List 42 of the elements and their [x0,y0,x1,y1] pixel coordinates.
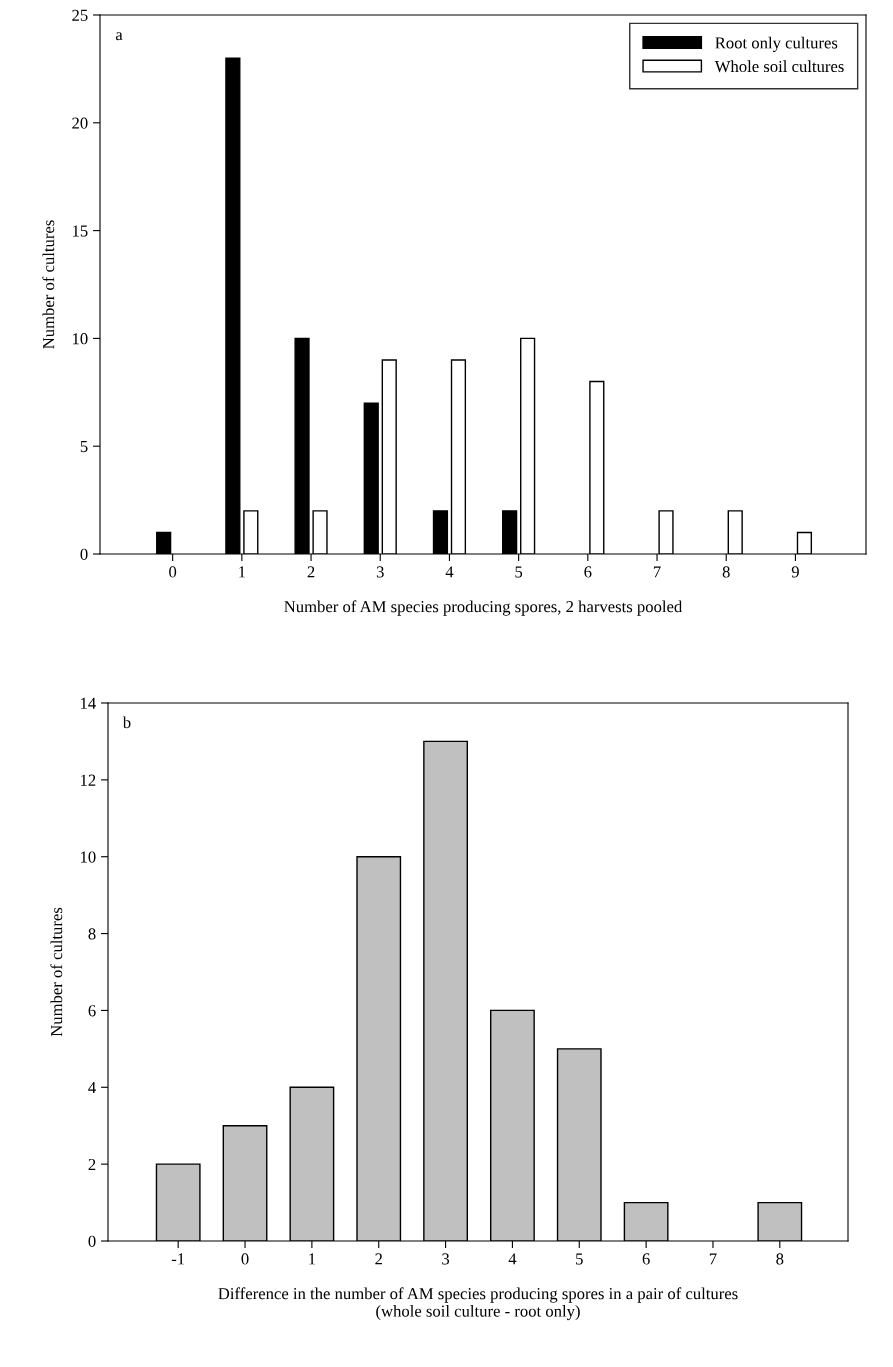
x-tick-label: 1 [309,1253,316,1265]
x-axis-title: Difference in the number of AM species producing spores in a pair of cultures (whole soil culture - root only) [218,1287,738,1321]
x-tick-label: 6 [584,566,592,578]
x-tick-label: 5 [515,566,523,578]
y-tick-label: 10 [72,333,88,345]
x-tick-label: 5 [576,1253,583,1265]
y-tick-label: 15 [72,225,88,237]
x-tick-label: 8 [776,1253,784,1265]
x-tick-label: 4 [445,566,454,578]
x-tick-label: -1 [171,1253,185,1265]
y-tick-label: 6 [88,1005,96,1017]
y-tick-label: 25 [72,9,88,21]
y-axis-title: Number of cultures [42,220,55,349]
y-tick-label: 2 [88,1158,96,1170]
annotation: b [122,716,131,729]
x-tick-label: 3 [442,1253,450,1265]
y-tick-label: 20 [72,117,88,129]
x-tick-label: 2 [375,1253,382,1265]
y-axis-title: Number of cultures [50,907,63,1037]
legend-label: Root only cultures [715,36,838,52]
y-tick-label: 10 [80,851,96,863]
x-tick-label: 7 [709,1253,717,1265]
x-tick-label: 0 [169,566,177,578]
x-tick-label: 6 [642,1253,650,1265]
x-tick-label: 4 [508,1253,517,1265]
y-tick-label: 14 [80,697,96,709]
x-tick-label: 9 [791,566,799,578]
x-tick-label: 8 [722,566,730,578]
y-tick-label: 5 [80,441,88,453]
y-tick-label: 8 [88,928,96,940]
x-tick-label: 1 [239,566,246,578]
y-tick-label: 0 [88,1235,96,1247]
legend-label: Whole soil cultures [714,60,844,73]
annotation: a [115,32,123,41]
y-tick-label: 12 [80,774,96,786]
x-axis-title: Number of AM species producing spores, 2 harvests pooled [284,600,683,616]
y-tick-label: 0 [80,548,88,560]
x-tick-label: 7 [653,566,661,578]
y-tick-label: 4 [88,1082,96,1094]
x-tick-label: 0 [241,1253,249,1265]
x-tick-label: 2 [307,566,315,578]
x-tick-label: 3 [376,566,384,578]
